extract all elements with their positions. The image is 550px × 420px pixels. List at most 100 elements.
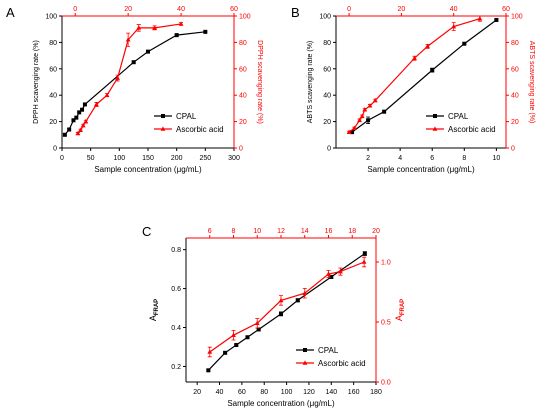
chart-c-series-ascorbic-point (337, 269, 343, 274)
chart-c-x-top-tick-label: 6 (208, 228, 212, 235)
chart-c-x-tick-label: 100 (281, 389, 293, 396)
chart-a-x-tick-label: 200 (171, 155, 183, 162)
chart-b-y-tick-label: 60 (323, 66, 331, 73)
chart-c-panel: C 20 40 60 80 100 120 140 160 180 0.2 0.4 0.6 0.8 6 8 10… (142, 224, 406, 408)
chart-c-x-top-tick-label: 16 (325, 228, 333, 235)
chart-c-series-ascorbic-point (326, 271, 331, 276)
chart-c-y-tick-label: 0.8 (171, 247, 181, 254)
chart-b-series-ascorbic-point (367, 103, 373, 108)
chart-b-y-tick-label: 20 (323, 119, 331, 126)
chart-c-legend-ascorbic-label: Ascorbic acid (318, 359, 366, 368)
chart-a-legend-cpal-label: CPAL (176, 112, 197, 121)
chart-c-series-cpal-point (279, 311, 283, 316)
chart-c-x-top-tick-label: 8 (232, 228, 236, 235)
chart-a-x-axis-title: Sample concentration (μg/mL) (94, 165, 202, 174)
chart-b-x-top-tick-label: 20 (397, 6, 405, 13)
chart-b-series-cpal-point (382, 109, 387, 114)
chart-c-legend-cpal-label: CPAL (318, 346, 339, 355)
chart-b-y-right-tick-label: 60 (511, 66, 519, 73)
chart-b-y-right-tick-label: 100 (511, 14, 523, 21)
chart-a-series-cpal-point (74, 115, 79, 120)
chart-b-y-right-tick-label: 80 (511, 40, 519, 47)
chart-a-series-cpal-point (174, 33, 179, 38)
chart-a-series-ascorbic-point (125, 37, 131, 42)
chart-a-x-tick-label: 250 (199, 155, 211, 162)
chart-b-y-tick-label: 100 (319, 14, 331, 21)
chart-a-y-tick-label: 40 (49, 93, 57, 100)
chart-b-x-top-tick-label: 40 (450, 6, 458, 13)
chart-a-y-right-tick-label: 40 (239, 93, 247, 100)
chart-a-series-ascorbic-point (78, 127, 83, 132)
chart-a-panel-label: A (6, 5, 15, 20)
chart-a-y-right-tick-label: 20 (239, 119, 247, 126)
chart-a-series-ascorbic-point (178, 21, 184, 26)
chart-c-series-ascorbic-point (254, 320, 260, 325)
chart-a-y-right-tick-label: 80 (239, 40, 247, 47)
chart-c-series-ascorbic-point (231, 332, 236, 337)
chart-b-series-ascorbic-point (351, 125, 357, 130)
chart-b-series-ascorbic-point (372, 97, 378, 103)
chart-a-series-ascorbic-point (104, 92, 110, 97)
chart-b-y-tick-label: 0 (327, 146, 331, 153)
chart-c-series-cpal-point (206, 368, 211, 373)
chart-b-series-cpal-point (366, 118, 371, 123)
chart-c-series-cpal-point (295, 298, 300, 303)
chart-c-x-tick-label: 20 (193, 389, 201, 396)
chart-a-series-cpal-point (62, 132, 67, 137)
chart-c-series-ascorbic-point (302, 290, 308, 295)
chart-b-series-cpal-line (351, 19, 497, 133)
chart-b-x-tick-label: 8 (462, 155, 466, 162)
chart-a-series-cpal-point (80, 107, 85, 112)
chart-a-x-tick-label: 150 (142, 155, 154, 162)
chart-a-x-tick-label: 50 (87, 155, 95, 162)
chart-c-series-ascorbic-point (361, 259, 367, 264)
chart-a-x-tick-label: 0 (60, 155, 64, 162)
chart-c-legend-cpal-marker (303, 348, 307, 352)
chart-c-y-tick-label: 0.2 (171, 364, 181, 371)
chart-c-legend-ascorbic-marker (302, 360, 308, 365)
chart-c-y-right-tick-label: 1.0 (381, 260, 391, 267)
chart-b-series-ascorbic-point (346, 129, 352, 134)
chart-a-y-tick-label: 20 (49, 119, 57, 126)
chart-a-panel: A 0 50 100 150 200 250 300 0 20 40 60 80 100 0 20 40 60 0 2… (6, 5, 263, 174)
chart-c-series-ascorbic-point (278, 297, 284, 303)
chart-c-series-ascorbic-point (207, 349, 213, 354)
chart-c-y-right-tick-label: 0.0 (381, 380, 391, 387)
chart-b-series-cpal-point (494, 17, 499, 22)
chart-a-series-ascorbic-point (83, 119, 89, 124)
chart-c-y-right-tick-label: 0.5 (381, 320, 391, 327)
chart-c-x-top-tick-label: 12 (277, 228, 285, 235)
chart-b-panel-label: B (291, 5, 300, 20)
chart-c-x-top-tick-label: 10 (253, 228, 261, 235)
chart-b-y-right-tick-label: 0 (511, 146, 515, 153)
chart-a-y-right-tick-label: 60 (239, 66, 247, 73)
chart-b-series-cpal-point (430, 68, 435, 73)
chart-b-x-tick-label: 10 (492, 155, 500, 162)
chart-b-x-tick-label: 2 (366, 155, 370, 162)
chart-a-x-top-tick-label: 20 (124, 6, 132, 13)
chart-b-y-tick-label: 40 (323, 93, 331, 100)
chart-a-series-cpal-point (82, 102, 87, 107)
chart-a-x-tick-label: 100 (113, 155, 125, 162)
chart-c-x-tick-label: 140 (325, 389, 337, 396)
chart-a-series-ascorbic-point (75, 130, 81, 136)
chart-b-y-right-tick-label: 20 (511, 119, 519, 126)
chart-a-x-top-tick-label: 0 (73, 6, 77, 13)
chart-c-x-tick-label: 160 (348, 389, 360, 396)
chart-a-series-ascorbic-point (94, 101, 99, 107)
chart-a-x-top-tick-label: 40 (177, 6, 185, 13)
chart-c-y-tick-label: 0.6 (171, 286, 181, 293)
chart-a-x-top-tick-label: 60 (230, 6, 238, 13)
chart-a-y-tick-label: 100 (45, 14, 57, 21)
chart-a-series-ascorbic-point (152, 25, 158, 30)
chart-b-series-cpal-point (462, 41, 467, 46)
chart-b-legend-cpal-marker (433, 114, 437, 118)
chart-b-x-axis-title: Sample concentration (μg/mL) (367, 165, 475, 174)
chart-a-y-right-tick-label: 0 (239, 146, 243, 153)
chart-c-x-top-tick-label: 14 (301, 228, 309, 235)
chart-b-legend-ascorbic-label: Ascorbic acid (448, 125, 496, 134)
chart-b-y-axis-title: ABTS scavenging rate (%) (307, 41, 314, 123)
chart-b-x-tick-label: 6 (430, 155, 434, 162)
chart-b-y-tick-label: 80 (323, 40, 331, 47)
chart-b-series-ascorbic-point (357, 117, 362, 123)
